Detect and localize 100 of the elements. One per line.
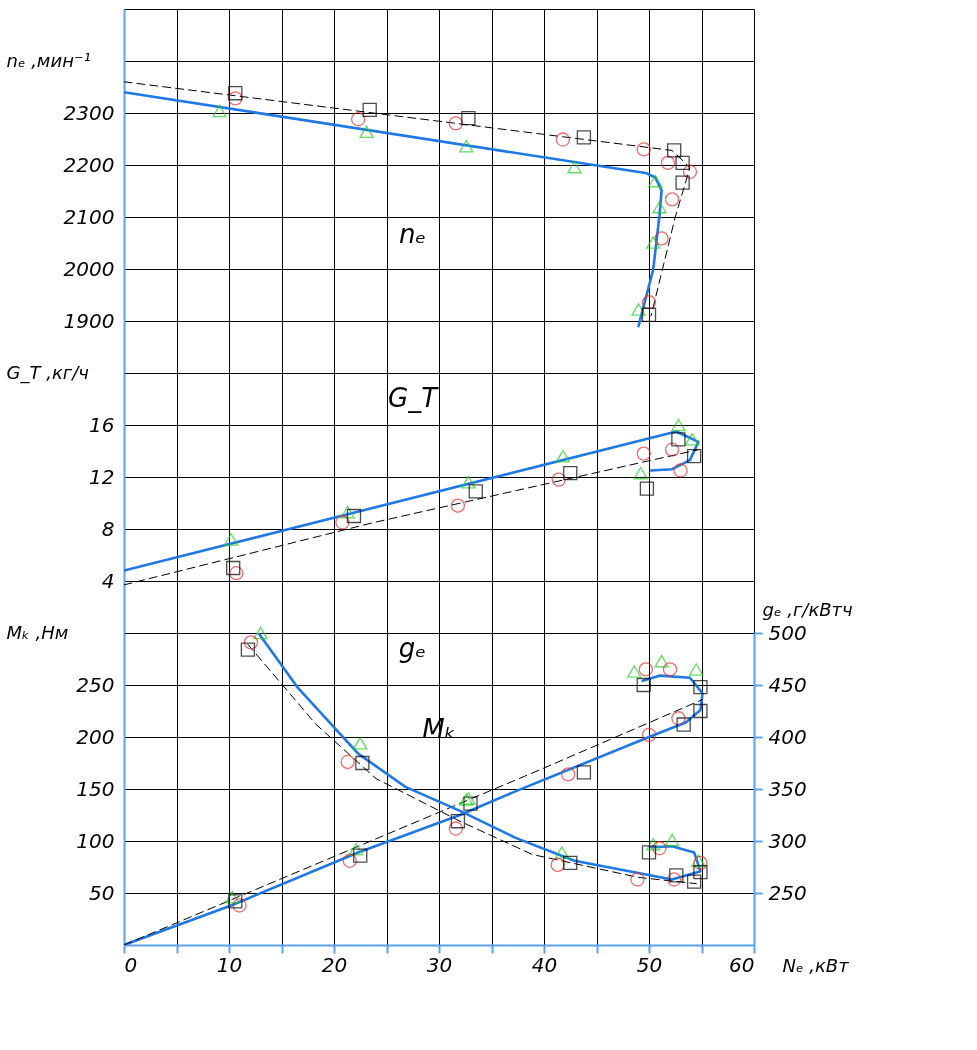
point bbox=[550, 857, 565, 873]
y-tick-label: 2100 bbox=[63, 204, 115, 229]
annotation: nₑ bbox=[398, 218, 427, 249]
point bbox=[671, 711, 686, 726]
point bbox=[675, 175, 690, 190]
point bbox=[646, 837, 661, 851]
x-axis-title: Nₑ ,кВт bbox=[782, 954, 850, 976]
point bbox=[228, 91, 243, 106]
point bbox=[448, 821, 463, 836]
point bbox=[350, 112, 366, 127]
point bbox=[627, 665, 642, 678]
point bbox=[551, 472, 566, 487]
y-tick-label: 2300 bbox=[63, 100, 115, 125]
point bbox=[450, 814, 466, 829]
point bbox=[648, 174, 663, 188]
point bbox=[450, 498, 466, 513]
x-tick-label: 40 bbox=[531, 952, 558, 977]
x-tick-label: 10 bbox=[216, 952, 243, 977]
point bbox=[671, 432, 686, 447]
point bbox=[684, 433, 700, 446]
point bbox=[228, 86, 243, 101]
point bbox=[563, 855, 578, 871]
point bbox=[641, 295, 657, 310]
x-tick-label: 0 bbox=[124, 952, 138, 977]
point bbox=[229, 566, 244, 581]
point bbox=[340, 505, 355, 519]
point bbox=[646, 236, 661, 249]
point bbox=[342, 853, 357, 868]
point bbox=[693, 679, 708, 695]
point bbox=[340, 754, 355, 770]
point bbox=[652, 200, 667, 214]
point bbox=[641, 307, 657, 322]
y2-tick-label: 450 bbox=[768, 672, 807, 697]
point bbox=[468, 484, 483, 499]
annotation: G_T bbox=[388, 383, 440, 413]
y2-tick-label: 300 bbox=[768, 828, 807, 853]
y-tick-label: 100 bbox=[76, 828, 115, 853]
point bbox=[448, 116, 463, 131]
point bbox=[243, 635, 259, 650]
y-tick-label: 8 bbox=[101, 516, 115, 541]
point bbox=[664, 833, 680, 847]
point bbox=[636, 142, 651, 157]
point bbox=[555, 132, 571, 147]
point bbox=[630, 872, 645, 887]
point bbox=[463, 796, 478, 811]
point bbox=[667, 872, 682, 887]
point bbox=[232, 898, 247, 913]
point bbox=[223, 533, 239, 546]
y-axis-title: G_T ,кг/ч bbox=[6, 361, 89, 384]
y-tick-label: 2200 bbox=[63, 152, 115, 177]
point bbox=[689, 663, 704, 676]
point bbox=[654, 231, 669, 246]
y-tick-label: 2000 bbox=[63, 256, 115, 281]
point bbox=[654, 654, 669, 668]
point bbox=[638, 662, 654, 677]
x-tick-label: 60 bbox=[729, 952, 755, 977]
point bbox=[228, 894, 243, 909]
point bbox=[461, 475, 476, 489]
point bbox=[560, 767, 576, 782]
point bbox=[675, 155, 690, 171]
y-tick-label: 4 bbox=[101, 568, 115, 593]
point bbox=[353, 848, 368, 863]
x-tick-label: 50 bbox=[636, 952, 663, 977]
x-tick-label: 20 bbox=[321, 952, 348, 977]
point bbox=[636, 446, 651, 461]
y-tick-label: 16 bbox=[89, 412, 115, 437]
y2-axis-title: gₑ ,г/кВтч bbox=[762, 598, 853, 620]
y2-tick-label: 350 bbox=[768, 776, 807, 801]
point bbox=[639, 481, 655, 496]
point bbox=[676, 717, 691, 732]
point bbox=[240, 642, 256, 657]
point bbox=[348, 843, 364, 856]
y2-tick-label: 400 bbox=[768, 724, 807, 749]
point bbox=[576, 765, 592, 780]
point bbox=[346, 508, 362, 524]
point bbox=[686, 874, 702, 889]
point bbox=[682, 164, 698, 179]
point bbox=[355, 755, 370, 771]
point bbox=[563, 465, 578, 481]
point bbox=[212, 104, 227, 118]
point bbox=[359, 125, 374, 139]
point bbox=[693, 703, 708, 719]
point bbox=[660, 155, 676, 171]
y2-tick-label: 250 bbox=[768, 880, 807, 905]
y-tick-label: 12 bbox=[89, 464, 115, 489]
point bbox=[555, 449, 571, 463]
point bbox=[664, 192, 680, 207]
x-tick-label: 30 bbox=[426, 952, 453, 977]
annotation: gₑ bbox=[398, 632, 427, 663]
point bbox=[652, 841, 667, 856]
point bbox=[353, 736, 368, 750]
point bbox=[671, 418, 686, 432]
point bbox=[567, 160, 582, 174]
y-tick-label: 50 bbox=[89, 880, 115, 905]
point bbox=[664, 442, 680, 457]
point bbox=[662, 662, 678, 677]
y2-tick-label: 500 bbox=[768, 620, 807, 645]
point bbox=[224, 890, 240, 904]
y-axis-title: nₑ ,мин⁻¹ bbox=[6, 49, 91, 71]
point bbox=[636, 677, 651, 693]
